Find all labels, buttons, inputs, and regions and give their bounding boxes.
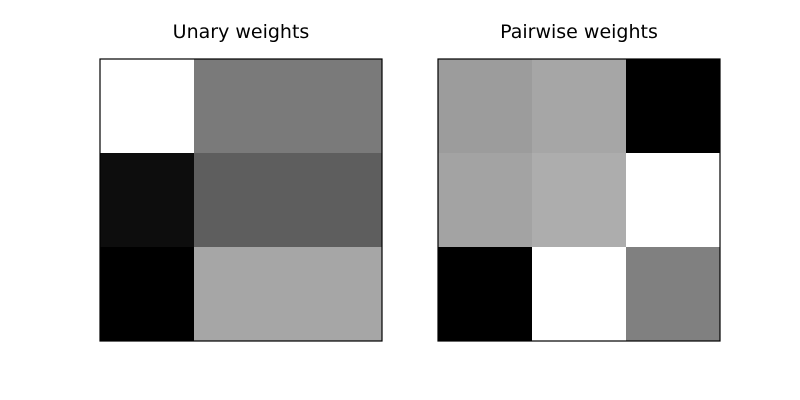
pairwise-weights-axes-frame — [437, 58, 721, 342]
unary-weights-cell-r2-c0 — [100, 247, 195, 342]
pairwise-weights-title: Pairwise weights — [500, 21, 658, 43]
pairwise-weights-cell-r2-c2 — [626, 247, 721, 342]
unary-weights-cell-r0-c0 — [100, 59, 195, 154]
pairwise-weights-cell-r1-c1 — [532, 153, 627, 248]
pairwise-weights-cell-r1-c2 — [626, 153, 721, 248]
unary-weights-axes-frame — [99, 58, 383, 342]
pairwise-weights-cell-r0-c2 — [626, 59, 721, 154]
pairwise-weights-cell-r2-c1 — [532, 247, 627, 342]
pairwise-weights-cell-r1-c0 — [438, 153, 533, 248]
unary-weights-cell-r2-c2 — [288, 247, 383, 342]
pairwise-weights-cell-r2-c0 — [438, 247, 533, 342]
pairwise-weights-heatmap — [438, 59, 721, 342]
pairwise-weights-cell-r0-c1 — [532, 59, 627, 154]
pairwise-weights-panel: Pairwise weights — [437, 21, 721, 342]
unary-weights-cell-r1-c0 — [100, 153, 195, 248]
unary-weights-cell-r2-c1 — [194, 247, 289, 342]
unary-weights-heatmap — [100, 59, 383, 342]
unary-weights-cell-r0-c1 — [194, 59, 289, 154]
unary-weights-cell-r1-c1 — [194, 153, 289, 248]
unary-weights-cell-r1-c2 — [288, 153, 383, 248]
pairwise-weights-cell-r0-c0 — [438, 59, 533, 154]
unary-weights-panel: Unary weights — [99, 21, 383, 342]
unary-weights-title: Unary weights — [173, 21, 310, 43]
unary-weights-cell-r0-c2 — [288, 59, 383, 154]
